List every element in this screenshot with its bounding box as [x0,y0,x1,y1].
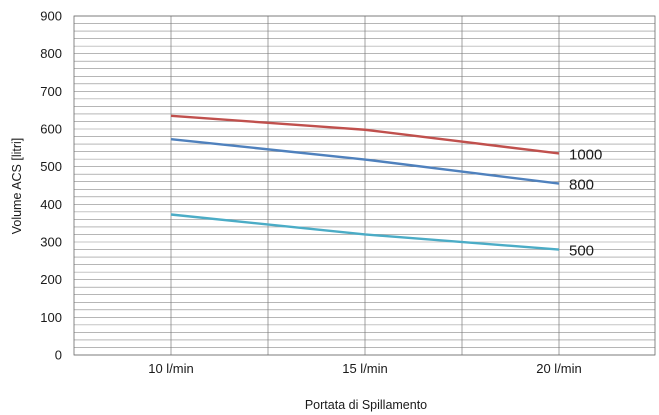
series-label-800: 800 [569,177,594,194]
x-tick-label: 15 l/min [342,361,388,376]
y-axis-label: Volume ACS [litri] [10,138,24,235]
y-tick-label: 300 [40,235,62,250]
y-tick-label: 900 [40,9,62,24]
series-line-500 [170,213,560,251]
x-axis-ticks: 10 l/min 15 l/min 20 l/min [148,361,582,376]
series-label-500: 500 [569,243,594,260]
y-tick-label: 600 [40,122,62,137]
y-tick-label: 800 [40,46,62,61]
x-axis-label: Portata di Spillamento [305,398,427,412]
plot-frame [73,15,656,356]
series-lines [170,114,560,251]
series-line-1000 [170,114,560,155]
y-tick-label: 200 [40,272,62,287]
series-line-800 [170,137,560,185]
y-tick-label: 500 [40,159,62,174]
y-axis-ticks: 0 100 200 300 400 500 600 700 800 900 [40,9,62,363]
y-tick-label: 100 [40,310,62,325]
x-tick-label: 10 l/min [148,361,194,376]
y-tick-label: 700 [40,84,62,99]
series-end-labels: 1000 800 500 [569,146,602,259]
series-label-1000: 1000 [569,146,602,163]
y-tick-label: 0 [55,348,62,363]
y-tick-label: 400 [40,197,62,212]
grid-lines [73,15,656,356]
x-tick-label: 20 l/min [536,361,582,376]
